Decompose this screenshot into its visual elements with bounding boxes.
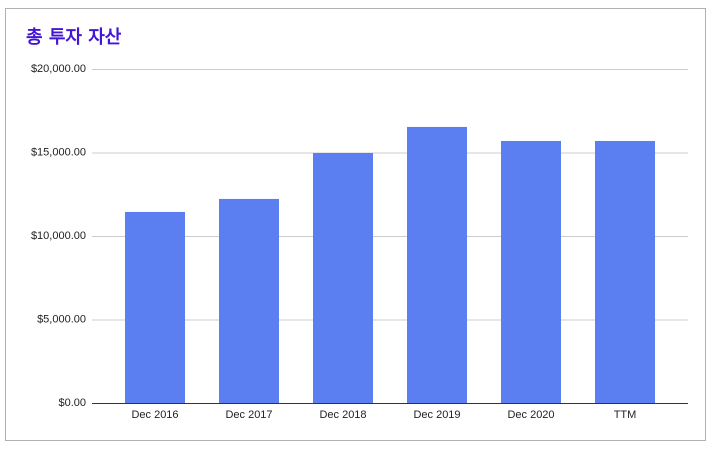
y-tick-label: $10,000.00 [31,230,86,242]
x-tick-label: Dec 2017 [225,409,272,421]
y-tick-label: $15,000.00 [31,146,86,158]
x-tick-label: Dec 2019 [413,409,460,421]
x-tick-label: Dec 2016 [131,409,178,421]
bar [313,153,373,403]
x-tick-label: Dec 2018 [319,409,366,421]
bar [595,140,655,404]
x-tick-label: Dec 2020 [507,409,554,421]
y-tick-label: $0.00 [58,397,86,409]
chart-title: 총 투자 자산 [26,27,122,48]
bar [501,140,561,404]
bar [125,211,185,403]
y-tick-label: $20,000.00 [31,63,86,75]
y-tick-label: $5,000.00 [37,313,86,325]
x-tick-label: TTM [614,409,637,421]
bar [219,198,279,403]
bar [407,126,467,403]
